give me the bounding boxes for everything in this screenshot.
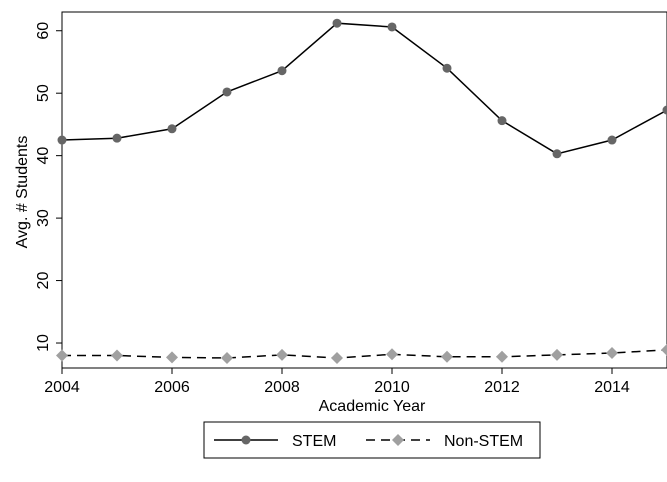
legend-nonstem-label: Non-STEM — [444, 433, 523, 450]
x-axis-title: Academic Year — [319, 398, 426, 415]
x-tick-label: 2012 — [484, 379, 520, 396]
non-stem-point — [386, 348, 398, 361]
non-stem-point — [276, 348, 288, 361]
legend-stem-label: STEM — [292, 433, 336, 450]
legend: STEM Non-STEM — [203, 421, 541, 459]
non-stem-point — [331, 352, 343, 365]
non-stem-point — [551, 348, 563, 361]
y-tick-label: 60 — [35, 22, 52, 40]
non-stem-series-line — [62, 349, 667, 359]
y-tick-label: 30 — [35, 209, 52, 227]
non-stem-point — [221, 352, 233, 365]
non-stem-point — [441, 350, 453, 363]
legend-stem-marker — [241, 435, 251, 445]
legend-nonstem-marker — [392, 434, 404, 446]
non-stem-point — [166, 351, 178, 364]
x-tick-label: 2014 — [594, 379, 630, 396]
stem-point — [442, 63, 452, 73]
stem-point — [387, 22, 397, 32]
non-stem-point — [111, 349, 123, 362]
y-axis: 10 20 30 40 50 60 — [35, 22, 62, 352]
stem-point — [552, 149, 562, 159]
non-stem-point — [661, 343, 667, 356]
y-tick-label: 40 — [35, 147, 52, 165]
x-tick-label: 2008 — [264, 379, 300, 396]
y-tick-label: 10 — [35, 334, 52, 352]
x-tick-label: 2006 — [154, 379, 190, 396]
stem-point — [57, 135, 67, 145]
series-layer — [56, 18, 667, 365]
stem-point — [332, 18, 342, 28]
plot-area — [61, 11, 667, 369]
x-tick-label: 2004 — [44, 379, 80, 396]
stem-point — [277, 66, 287, 76]
stem-point — [497, 116, 507, 126]
stem-series-line — [61, 22, 667, 155]
stem-point — [112, 133, 122, 143]
x-axis: 2004 2006 2008 2010 2012 2014 — [44, 368, 630, 396]
non-stem-point — [56, 349, 68, 362]
y-axis-title: Avg. # Students — [14, 136, 31, 249]
non-stem-point — [606, 347, 618, 360]
stem-point — [662, 105, 667, 115]
stem-point — [222, 87, 232, 97]
non-stem-point — [496, 350, 508, 363]
y-tick-label: 20 — [35, 272, 52, 290]
y-tick-label: 50 — [35, 84, 52, 102]
stem-point — [607, 135, 617, 145]
stem-point — [167, 124, 177, 134]
x-tick-label: 2010 — [374, 379, 410, 396]
